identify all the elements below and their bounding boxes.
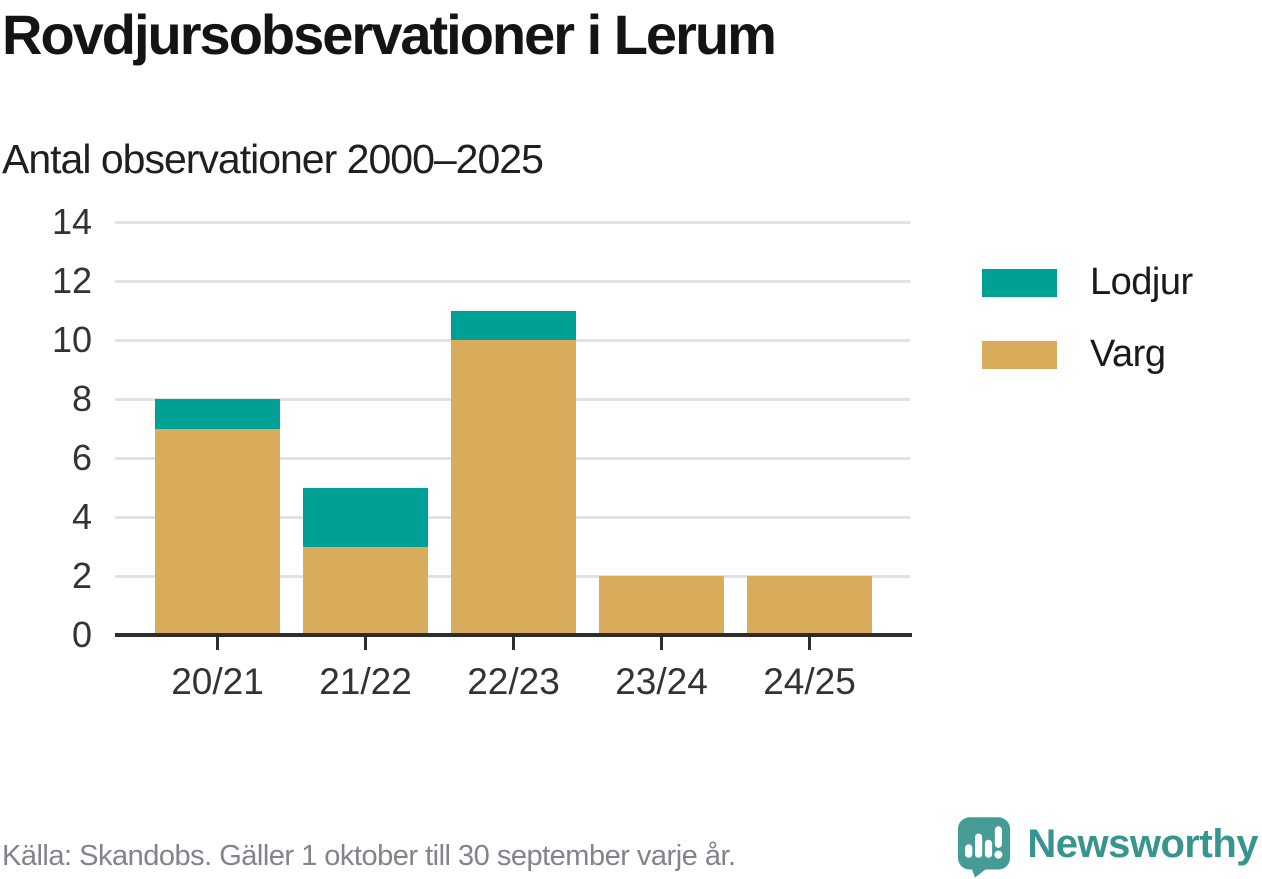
bar-segment-varg-22-23 [451, 340, 576, 635]
gridline [115, 279, 910, 283]
y-tick-label: 12 [51, 260, 92, 301]
x-tick-label: 21/22 [319, 661, 412, 702]
x-axis-tick [512, 637, 515, 650]
bar-segment-lodjur-21-22 [303, 487, 428, 547]
y-tick-label: 4 [71, 496, 92, 537]
x-axis-tick [364, 637, 367, 650]
chart-subtitle: Antal observationer 2000–2025 [2, 136, 544, 182]
legend-item-varg: Varg [982, 333, 1193, 376]
x-tick-label: 23/24 [615, 661, 708, 702]
brand-name: Newsworthy [1027, 822, 1258, 866]
source-note: Källa: Skandobs. Gäller 1 oktober till 3… [2, 840, 736, 872]
x-tick-label: 20/21 [171, 661, 264, 702]
bar-segment-varg-24-25 [747, 576, 872, 635]
x-tick-label: 24/25 [763, 661, 856, 702]
legend-item-lodjur: Lodjur [982, 261, 1193, 304]
newsworthy-speech-bubble-chart-icon [958, 817, 1011, 878]
x-axis-tick [660, 637, 663, 650]
y-tick-label: 0 [71, 614, 92, 655]
bar-segment-varg-21-22 [303, 546, 428, 635]
y-tick-label: 10 [51, 319, 92, 360]
x-axis-line [115, 633, 912, 637]
y-tick-label: 2 [71, 555, 92, 596]
plot-area: 0 2 4 6 8 10 12 14 20/21 21/22 22/23 23/24 24/25 [51, 201, 912, 702]
legend-label: Varg [1090, 333, 1166, 375]
bar-segment-varg-20-21 [155, 428, 280, 635]
bar-segment-lodjur-22-23 [451, 310, 576, 340]
chart-title: Rovdjursobservationer i Lerum [2, 3, 777, 66]
y-tick-label: 8 [71, 378, 92, 419]
x-axis-tick [808, 637, 811, 650]
x-tick-label: 22/23 [467, 661, 560, 702]
varg-swatch-icon [982, 340, 1057, 369]
lodjur-swatch-icon [982, 268, 1057, 297]
y-tick-label: 14 [51, 201, 92, 242]
bar-segment-lodjur-20-21 [155, 399, 280, 429]
gridline [115, 220, 910, 224]
brand-logo: Newsworthy [957, 816, 1258, 878]
bar-segment-varg-23-24 [599, 576, 724, 635]
legend-label: Lodjur [1090, 261, 1193, 303]
legend: Lodjur Varg [982, 261, 1193, 405]
x-axis-tick [216, 637, 219, 650]
y-tick-label: 6 [71, 437, 92, 478]
